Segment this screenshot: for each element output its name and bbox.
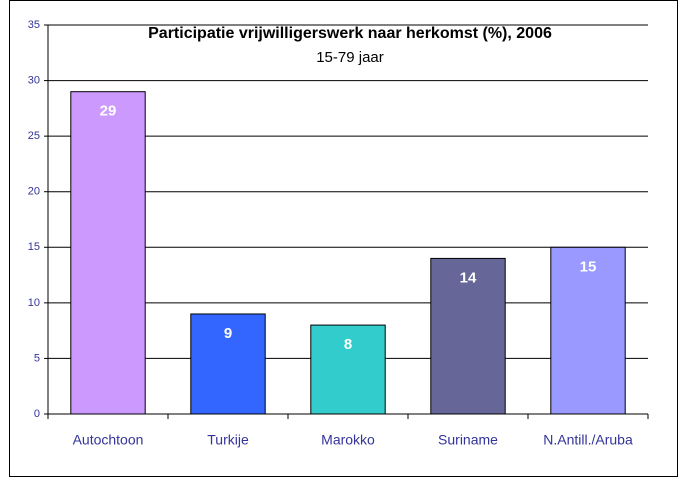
chart-title: Participatie vrijwilligerswerk naar herk… bbox=[148, 25, 552, 42]
y-tick-label: 15 bbox=[28, 241, 40, 253]
bar bbox=[190, 313, 266, 415]
bar bbox=[310, 324, 386, 415]
data-label: 15 bbox=[580, 258, 597, 275]
x-tick-label: Marokko bbox=[321, 432, 375, 448]
y-tick-label: 35 bbox=[28, 19, 40, 31]
data-label: 14 bbox=[460, 269, 477, 286]
bar bbox=[70, 91, 146, 415]
x-tick-label: Autochtoon bbox=[73, 432, 144, 448]
data-label: 8 bbox=[344, 336, 352, 353]
chart-subtitle: 15-79 jaar bbox=[316, 49, 384, 66]
data-label: 29 bbox=[100, 103, 117, 120]
y-tick-label: 5 bbox=[34, 352, 40, 364]
data-label: 9 bbox=[224, 325, 232, 342]
bar bbox=[550, 246, 626, 415]
x-tick-label: Turkije bbox=[207, 432, 249, 448]
x-tick-label: N.Antill./Aruba bbox=[543, 432, 633, 448]
bar bbox=[430, 257, 506, 415]
y-tick-label: 25 bbox=[28, 130, 40, 142]
y-tick-label: 30 bbox=[28, 74, 40, 86]
y-tick-label: 0 bbox=[34, 408, 40, 420]
y-tick-label: 20 bbox=[28, 186, 40, 198]
y-tick-label: 10 bbox=[28, 297, 40, 309]
x-tick-label: Suriname bbox=[438, 432, 498, 448]
